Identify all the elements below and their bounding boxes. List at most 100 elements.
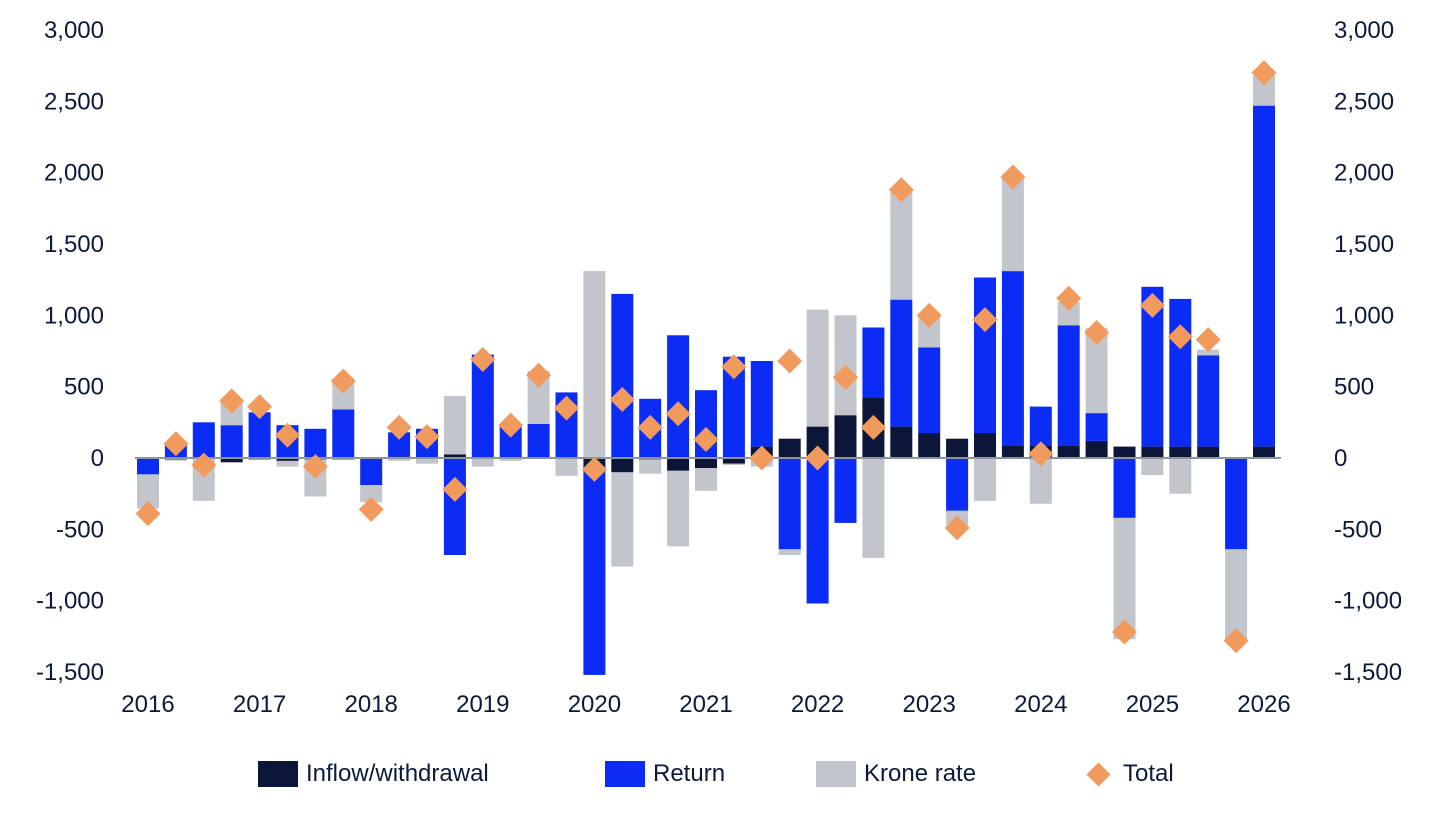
- total-marker: [275, 422, 300, 448]
- x-tick-label: 2022: [791, 691, 844, 718]
- total-marker: [693, 426, 719, 452]
- legend-item-krone: Krone rate: [816, 754, 976, 794]
- y-tick-label-right: 1,000: [1334, 302, 1394, 329]
- bar-segment-krone-rate: [1253, 75, 1275, 106]
- total-marker: [1056, 285, 1082, 311]
- total-marker: [609, 387, 635, 413]
- total-marker: [1112, 619, 1137, 645]
- bar-segment-inflow-withdrawal: [611, 458, 634, 473]
- y-tick-label-right: -1,500: [1334, 659, 1402, 686]
- bar-segment-return: [388, 432, 411, 457]
- total-marker: [944, 515, 970, 541]
- bar-segment-return: [1057, 325, 1080, 446]
- bar-segment-krone-rate: [1057, 301, 1080, 326]
- bar-segment-krone-rate: [527, 371, 550, 424]
- total-marker: [860, 414, 886, 440]
- bar-segment-inflow-withdrawal: [1057, 445, 1080, 458]
- bar-segment-krone-rate: [220, 402, 243, 426]
- total-marker: [554, 395, 579, 421]
- total-marker: [777, 348, 803, 374]
- y-tick-label-right: 3,000: [1334, 17, 1394, 44]
- total-marker: [581, 456, 607, 482]
- x-tick-label: 2018: [345, 691, 398, 718]
- total-marker: [163, 431, 189, 457]
- bar-segment-inflow-withdrawal: [834, 415, 857, 458]
- total-marker: [749, 445, 775, 471]
- bar-segment-krone-rate: [1197, 349, 1220, 356]
- bar-segment-return: [1001, 271, 1024, 446]
- y-tick-label-left: -1,000: [36, 588, 104, 615]
- y-tick-label-right: 1,500: [1334, 231, 1394, 258]
- bar-segment-return: [1225, 459, 1248, 550]
- bar-segment-return: [443, 458, 466, 555]
- bar-segment-krone-rate: [471, 458, 494, 467]
- x-tick-label: 2023: [903, 691, 956, 718]
- total-marker: [1223, 628, 1249, 654]
- bar-segment-krone-rate: [137, 474, 159, 509]
- legend-label-inflow: Inflow/withdrawal: [306, 760, 489, 787]
- y-tick-label-left: -1,500: [36, 659, 104, 686]
- bar-segment-return: [834, 458, 857, 523]
- x-axis: 2016 2017 2018 2019 2020 2021 2022 2023 2024 2025…: [121, 691, 1290, 718]
- bar-segment-krone-rate: [974, 458, 996, 501]
- x-tick-label: 2016: [121, 691, 174, 718]
- total-marker: [219, 388, 245, 414]
- total-marker: [1139, 292, 1165, 318]
- bar-segment-return: [918, 347, 941, 433]
- total-marker: [888, 177, 914, 203]
- total-marker: [135, 501, 161, 527]
- total-marker: [247, 394, 273, 420]
- total-markers: [135, 60, 1277, 654]
- bar-segment-krone-rate: [1085, 328, 1108, 414]
- bar-segment-inflow-withdrawal: [276, 458, 299, 461]
- x-tick-label: 2024: [1014, 691, 1067, 718]
- bar-segment-inflow-withdrawal: [974, 433, 996, 458]
- bar-segment-inflow-withdrawal: [722, 458, 745, 464]
- chart: 3,000 2,500 2,000 1,500 1,000 500 0 -500 -1,000 -…: [36, 17, 1402, 718]
- total-marker: [414, 424, 440, 450]
- bar-segment-inflow-withdrawal: [1253, 446, 1275, 458]
- bar-segment-inflow-withdrawal: [806, 426, 829, 458]
- bar-segment-krone-rate: [1141, 458, 1164, 476]
- total-marker: [972, 307, 998, 333]
- bar-segment-inflow-withdrawal: [1169, 446, 1192, 458]
- y-tick-label-right: 500: [1334, 374, 1374, 401]
- y-tick-label-left: 500: [64, 374, 104, 401]
- bar-segment-krone-rate: [443, 395, 466, 455]
- total-marker: [498, 412, 524, 438]
- bar-segment-inflow-withdrawal: [667, 458, 690, 471]
- bar-segment-return: [890, 299, 913, 427]
- total-marker: [191, 452, 217, 478]
- bar-segment-krone-rate: [667, 470, 690, 547]
- y-tick-label-right: 0: [1334, 445, 1347, 472]
- bar-segment-return: [862, 327, 885, 398]
- bar-segment-return: [667, 335, 690, 458]
- bar-segment-inflow-withdrawal: [1113, 446, 1136, 458]
- legend: Inflow/withdrawal Return Krone rate Tota…: [0, 754, 1445, 794]
- bar-segment-return: [137, 458, 159, 475]
- bar-segment-krone-rate: [639, 459, 662, 474]
- total-marker: [330, 368, 356, 394]
- bar-segment-return: [1085, 413, 1108, 441]
- bar-segment-return: [974, 277, 996, 433]
- legend-item-total: Total: [1080, 754, 1174, 794]
- bar-segment-return: [722, 356, 745, 458]
- bar-segment-return: [583, 472, 606, 675]
- bar-segment-inflow-withdrawal: [695, 458, 717, 468]
- total-marker: [721, 354, 747, 380]
- bar-segment-inflow-withdrawal: [220, 458, 243, 463]
- bar-segment-return: [1029, 406, 1052, 446]
- bar-segment-krone-rate: [1113, 517, 1136, 640]
- bar-segment-krone-rate: [806, 309, 829, 427]
- bar-segment-return: [471, 354, 494, 458]
- bar-segment-krone-rate: [1225, 549, 1248, 641]
- bar-segment-return: [527, 423, 550, 458]
- bar-segment-krone-rate: [276, 460, 299, 467]
- total-marker: [637, 414, 663, 440]
- legend-swatch-return: [605, 761, 645, 787]
- bar-segment-inflow-withdrawal: [1085, 440, 1108, 458]
- bar-segment-krone-rate: [611, 472, 634, 567]
- total-marker: [302, 454, 328, 480]
- bar-segment-inflow-withdrawal: [1197, 446, 1220, 458]
- bar-segment-krone-rate: [499, 458, 522, 461]
